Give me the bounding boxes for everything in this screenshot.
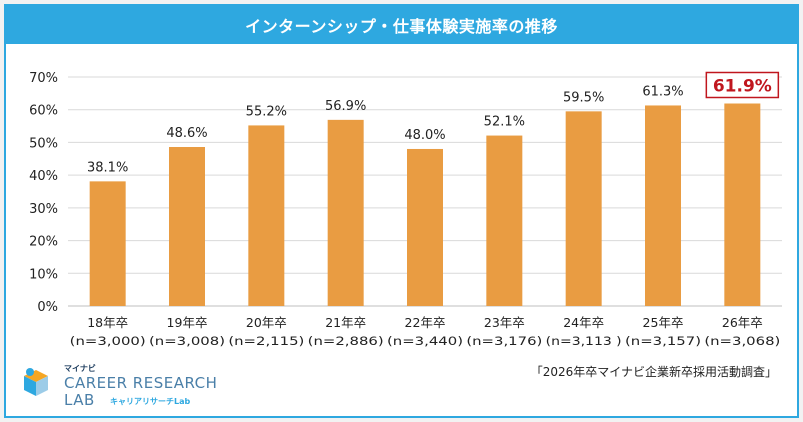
x-category-label: 20年卒 <box>246 315 287 330</box>
bar <box>565 111 602 306</box>
x-axis-labels: 18年卒 (n=3,000) 19年卒 (n=3,008) 20年卒 (n=2,115) 2… <box>70 315 781 348</box>
y-tick-label: 20% <box>29 235 58 250</box>
x-category-label: 25年卒 <box>643 315 684 330</box>
x-category-label: 21年卒 <box>325 315 366 330</box>
x-category-label: 24年卒 <box>563 315 604 330</box>
x-sample-size-label: (n=3,157) <box>625 334 701 348</box>
x-sample-size-label: (n=3,440) <box>387 334 463 348</box>
y-tick-label: 10% <box>29 267 58 282</box>
x-sample-size-label: (n=3,113 ) <box>546 334 622 348</box>
logo-main-text: CAREER RESEARCH <box>64 374 217 392</box>
source-note: 「2026年卒マイナビ企業新卒採用活動調査」 <box>530 365 777 379</box>
x-category-label: 23年卒 <box>484 315 525 330</box>
x-sample-size-label: (n=3,000) <box>70 334 146 348</box>
value-label: 55.2% <box>246 104 287 119</box>
x-sample-size-label: (n=3,068) <box>704 334 780 348</box>
value-label: 48.0% <box>404 128 445 143</box>
value-label: 56.9% <box>325 99 366 114</box>
y-tick-label: 30% <box>29 202 58 217</box>
value-labels: 38.1% 48.6% 55.2% 56.9% 48.0% 52.1% 59.5% 61.3%… <box>87 71 780 175</box>
x-category-label: 26年卒 <box>722 315 763 330</box>
bar <box>645 105 681 306</box>
y-tick-label: 0% <box>37 300 58 315</box>
bar <box>169 147 205 306</box>
x-sample-size-label: (n=3,176) <box>466 334 542 348</box>
career-research-lab-logo: マイナビ CAREER RESEARCH LAB キャリアリサーチLab <box>24 363 217 409</box>
bar <box>89 181 126 306</box>
y-tick-label: 60% <box>29 104 58 119</box>
value-label: 61.3% <box>642 84 683 99</box>
bar <box>248 125 285 306</box>
value-label-highlight: 61.9% <box>713 76 772 96</box>
chart-title: インターンシップ・仕事体験実施率の推移 <box>6 6 797 44</box>
logo-top-text: マイナビ <box>64 363 96 373</box>
bar <box>486 135 523 306</box>
value-label: 38.1% <box>87 160 128 175</box>
value-label: 59.5% <box>563 90 604 105</box>
logo-sub-text: キャリアリサーチLab <box>110 397 190 406</box>
bar <box>407 148 443 306</box>
x-sample-size-label: (n=2,115) <box>228 334 304 348</box>
y-tick-label: 50% <box>29 136 58 151</box>
y-tick-label: 40% <box>29 169 58 184</box>
value-label: 48.6% <box>166 126 207 141</box>
bar <box>724 103 761 307</box>
y-axis-ticks: 0% 10% 20% 30% 40% 50% 60% 70% <box>29 71 58 315</box>
bars <box>89 103 761 307</box>
x-sample-size-label: (n=2,886) <box>308 334 384 348</box>
logo-lab-text: LAB <box>64 391 95 409</box>
x-category-label: 18年卒 <box>87 315 128 330</box>
x-sample-size-label: (n=3,008) <box>149 334 225 348</box>
x-category-label: 22年卒 <box>405 315 446 330</box>
x-category-label: 19年卒 <box>167 315 208 330</box>
cube-icon <box>24 368 48 396</box>
y-tick-label: 70% <box>29 71 58 86</box>
highlight-box <box>705 71 780 99</box>
value-label: 52.1% <box>484 115 525 130</box>
bar <box>327 119 364 306</box>
